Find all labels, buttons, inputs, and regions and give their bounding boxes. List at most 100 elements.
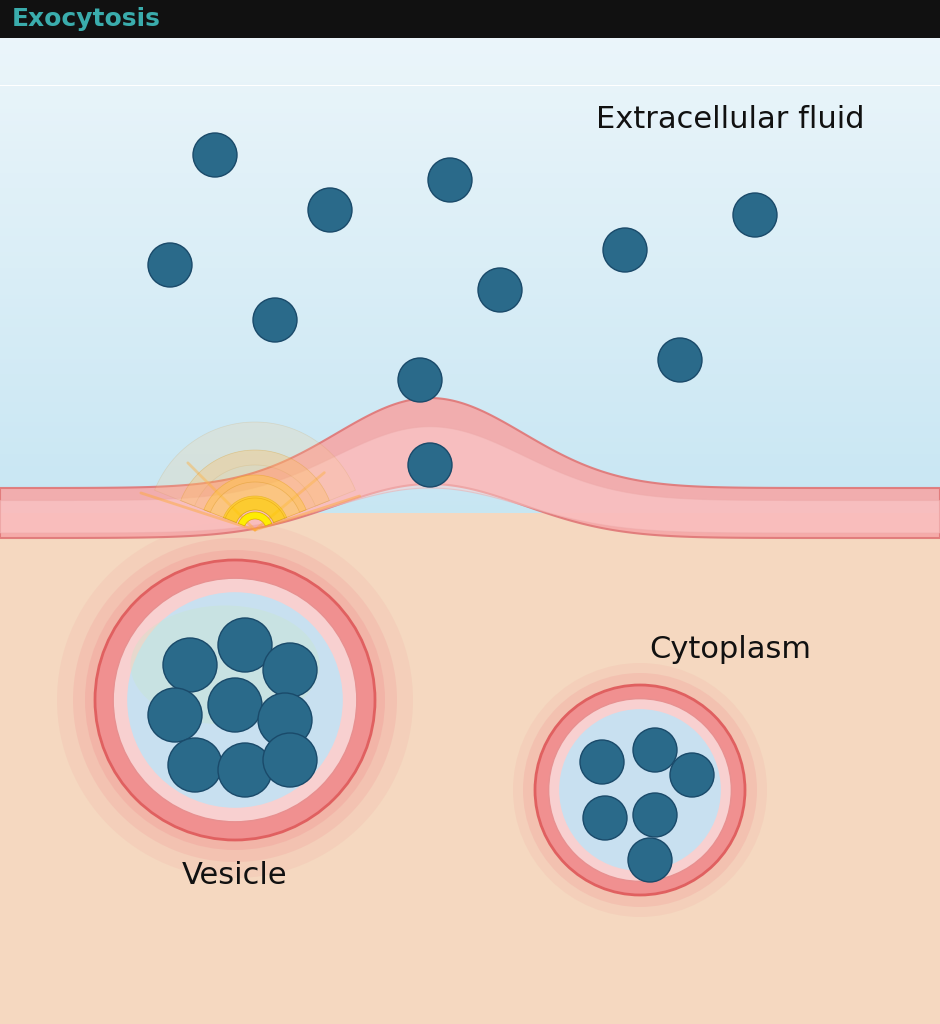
Circle shape bbox=[218, 618, 272, 672]
Bar bbox=[0, 129, 940, 133]
Circle shape bbox=[513, 663, 767, 918]
Bar bbox=[0, 267, 940, 271]
Bar bbox=[0, 220, 940, 224]
Bar bbox=[0, 311, 940, 315]
Bar bbox=[0, 260, 940, 263]
Bar bbox=[0, 101, 940, 105]
Bar bbox=[0, 299, 940, 303]
Bar bbox=[0, 513, 940, 1024]
Bar bbox=[0, 450, 940, 454]
Bar bbox=[0, 339, 940, 343]
Circle shape bbox=[193, 133, 237, 177]
Bar bbox=[0, 354, 940, 358]
Bar bbox=[0, 485, 940, 489]
Bar bbox=[0, 93, 940, 97]
Bar bbox=[0, 418, 940, 422]
Polygon shape bbox=[238, 512, 272, 526]
Bar bbox=[0, 169, 940, 173]
Bar bbox=[0, 469, 940, 473]
Circle shape bbox=[95, 560, 375, 840]
Bar bbox=[0, 430, 940, 434]
Circle shape bbox=[148, 243, 192, 287]
Bar bbox=[0, 335, 940, 339]
Circle shape bbox=[218, 743, 272, 797]
Bar bbox=[0, 148, 940, 153]
Bar bbox=[0, 114, 940, 117]
Bar bbox=[0, 248, 940, 252]
Bar bbox=[0, 78, 940, 82]
Bar bbox=[0, 375, 940, 379]
Bar bbox=[0, 184, 940, 188]
Bar bbox=[0, 402, 940, 407]
Bar bbox=[0, 362, 940, 367]
Bar bbox=[0, 494, 940, 498]
Bar bbox=[0, 176, 940, 180]
Bar bbox=[0, 117, 940, 121]
Bar bbox=[0, 74, 940, 78]
Bar bbox=[0, 481, 940, 485]
Bar bbox=[0, 319, 940, 323]
Bar bbox=[0, 327, 940, 331]
Bar bbox=[0, 216, 940, 220]
Bar bbox=[0, 66, 940, 70]
Polygon shape bbox=[0, 398, 940, 538]
Bar bbox=[0, 0, 940, 38]
Bar bbox=[0, 371, 940, 375]
Text: Vesicle: Vesicle bbox=[182, 860, 288, 890]
Bar bbox=[0, 46, 940, 50]
Bar bbox=[0, 394, 940, 398]
Polygon shape bbox=[0, 427, 940, 534]
Bar bbox=[0, 292, 940, 295]
Bar bbox=[0, 232, 940, 236]
Circle shape bbox=[478, 268, 522, 312]
Text: Extracellular fluid: Extracellular fluid bbox=[596, 105, 864, 134]
Circle shape bbox=[408, 443, 452, 487]
Bar bbox=[0, 422, 940, 426]
Bar bbox=[0, 505, 940, 509]
Bar bbox=[0, 82, 940, 85]
Circle shape bbox=[208, 678, 262, 732]
Bar bbox=[0, 125, 940, 129]
Polygon shape bbox=[180, 450, 329, 512]
Bar bbox=[0, 252, 940, 256]
Circle shape bbox=[633, 793, 677, 837]
Circle shape bbox=[733, 193, 777, 237]
Text: Cytoplasm: Cytoplasm bbox=[649, 636, 811, 665]
Bar bbox=[0, 173, 940, 176]
Bar bbox=[0, 50, 940, 54]
Bar bbox=[0, 212, 940, 216]
Bar bbox=[0, 347, 940, 350]
Circle shape bbox=[163, 638, 217, 692]
Bar bbox=[0, 61, 940, 66]
Bar bbox=[0, 121, 940, 125]
Circle shape bbox=[263, 733, 317, 787]
Bar bbox=[0, 275, 940, 280]
Polygon shape bbox=[154, 422, 355, 506]
Ellipse shape bbox=[131, 605, 320, 725]
Circle shape bbox=[603, 228, 647, 272]
Circle shape bbox=[658, 338, 702, 382]
Polygon shape bbox=[224, 496, 287, 522]
Bar bbox=[0, 89, 940, 93]
Bar bbox=[0, 256, 940, 260]
Circle shape bbox=[148, 688, 202, 742]
Bar bbox=[0, 509, 940, 513]
Bar bbox=[0, 105, 940, 110]
Bar bbox=[0, 208, 940, 212]
Bar bbox=[0, 489, 940, 494]
Bar bbox=[0, 201, 940, 204]
Bar bbox=[0, 280, 940, 284]
Circle shape bbox=[398, 358, 442, 402]
Bar bbox=[0, 501, 940, 505]
Bar bbox=[0, 441, 940, 445]
Bar bbox=[0, 445, 940, 450]
Circle shape bbox=[127, 592, 343, 808]
Bar bbox=[0, 188, 940, 193]
Circle shape bbox=[113, 579, 357, 822]
Bar bbox=[0, 295, 940, 299]
Circle shape bbox=[549, 698, 731, 882]
Bar bbox=[0, 133, 940, 137]
Bar bbox=[0, 263, 940, 267]
Bar bbox=[0, 180, 940, 184]
Circle shape bbox=[258, 693, 312, 746]
